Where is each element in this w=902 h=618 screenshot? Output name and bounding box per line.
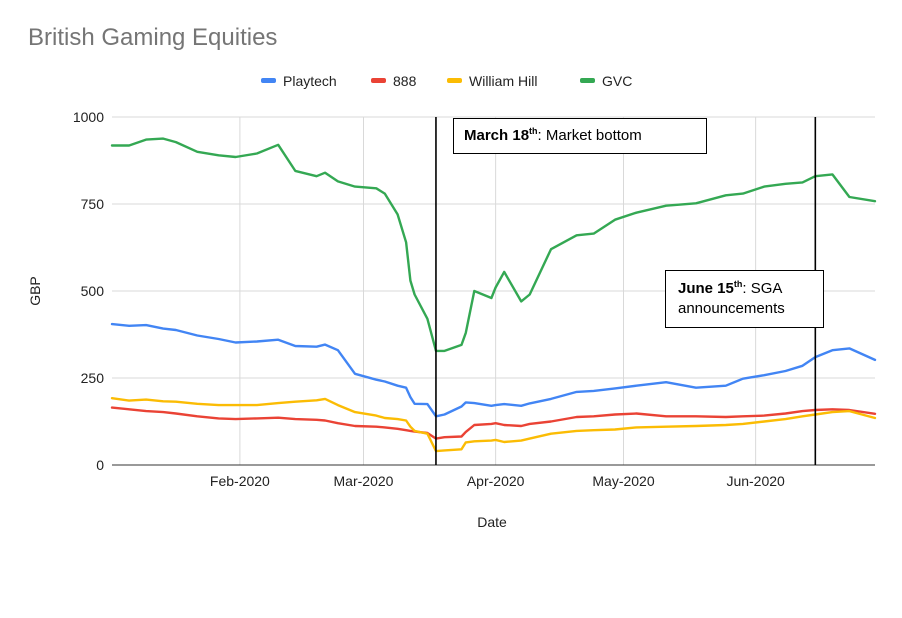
legend-label-gvc: GVC	[602, 73, 632, 89]
y-axis-title: GBP	[27, 276, 43, 306]
legend-swatch-gvc	[580, 78, 595, 83]
y-tick-label: 500	[81, 283, 105, 299]
series-line-888	[110, 406, 877, 440]
annotation-sga: June 15th: SGA announcements	[665, 270, 824, 328]
chart-title: British Gaming Equities	[28, 24, 278, 51]
legend-label-888: 888	[393, 73, 417, 89]
legend-swatch-playtech	[261, 78, 276, 83]
x-tick-label: May-2020	[592, 473, 654, 489]
y-tick-label: 1000	[73, 109, 104, 125]
series-line-william-hill	[110, 397, 877, 453]
legend-label-playtech: Playtech	[283, 73, 337, 89]
annotation-market-bottom-bold: March 18th	[464, 126, 538, 144]
x-tick-label: Jun-2020	[726, 473, 785, 489]
annotation-market-bottom-text: : Market bottom	[537, 127, 642, 144]
y-tick-label: 0	[96, 457, 104, 473]
series-line-gvc	[110, 137, 877, 353]
x-tick-label: Mar-2020	[334, 473, 394, 489]
legend-swatch-william-hill	[447, 78, 462, 83]
y-tick-label: 250	[81, 370, 105, 386]
x-axis-title: Date	[477, 514, 507, 530]
x-tick-label: Apr-2020	[467, 473, 525, 489]
series-line-playtech	[110, 322, 877, 418]
legend-label-william-hill: William Hill	[469, 73, 537, 89]
annotation-sga-text: : SGA announcements	[678, 280, 785, 317]
annotation-sga-bold: June 15th	[678, 279, 743, 297]
annotation-market-bottom: March 18th: Market bottom	[453, 118, 707, 154]
legend-swatch-888	[371, 78, 386, 83]
y-tick-label: 750	[81, 196, 105, 212]
x-tick-label: Feb-2020	[210, 473, 270, 489]
